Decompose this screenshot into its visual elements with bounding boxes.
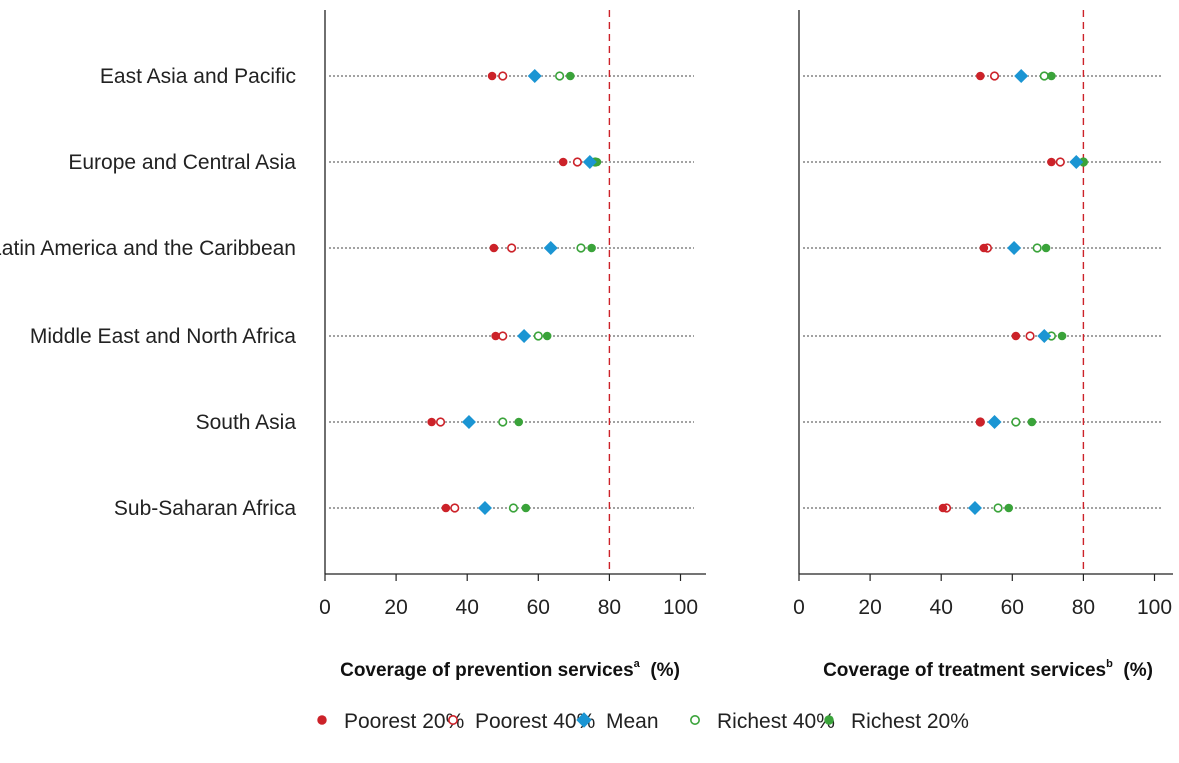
mean-point: [477, 501, 492, 515]
mean-legend-marker: [576, 712, 592, 728]
category-label: South Asia: [196, 411, 297, 434]
poorest20-point: [979, 243, 989, 253]
poorest20-legend-marker: [317, 715, 327, 725]
richest40-point: [1011, 417, 1021, 427]
legend-label: Poorest 40%: [475, 710, 595, 733]
x-tick-label: 80: [1072, 596, 1095, 619]
mean-point: [527, 69, 542, 83]
x-axis-title: Coverage of prevention servicesa (%): [340, 658, 680, 681]
richest20-point: [542, 331, 552, 341]
poorest20-point: [489, 243, 499, 253]
poorest40-point: [572, 157, 583, 167]
richest20-point: [1041, 243, 1051, 253]
richest20-point: [1004, 503, 1014, 513]
legend-label: Mean: [606, 710, 659, 733]
richest40-point: [508, 503, 519, 513]
richest40-point: [555, 71, 565, 81]
poorest40-point: [1055, 157, 1065, 167]
x-axis-title-unit: (%): [1113, 660, 1153, 681]
poorest20-point: [1011, 331, 1021, 341]
category-label: Sub-Saharan Africa: [114, 497, 296, 520]
poorest40-point: [507, 243, 517, 253]
x-axis-title-superscript: a: [634, 658, 641, 670]
richest40-point: [1039, 71, 1049, 81]
x-axis-title-superscript: b: [1106, 658, 1113, 670]
richest20-point: [1027, 417, 1037, 427]
x-tick-label: 60: [1001, 596, 1024, 619]
x-tick-label: 40: [930, 596, 953, 619]
richest40-legend-marker: [690, 715, 700, 725]
poorest20-point: [427, 417, 436, 427]
poorest20-point: [441, 503, 451, 513]
richest20-point: [1047, 71, 1056, 81]
mean-point: [543, 241, 558, 255]
legend-label: Richest 20%: [851, 710, 969, 733]
poorest20-point: [976, 417, 985, 427]
poorest40-point: [1025, 331, 1035, 341]
richest20-point: [592, 157, 602, 167]
mean-point: [967, 501, 982, 515]
poorest20-point: [558, 157, 568, 167]
mean-point: [1007, 241, 1022, 255]
x-axis-title-unit: (%): [640, 660, 680, 681]
prevention-panel: 0 20 40 60 80 100 Coverage of prevention servi…: [319, 10, 706, 681]
legend-label: Poorest 20%: [344, 710, 464, 733]
x-tick-label: 100: [663, 596, 698, 619]
x-axis-title: Coverage of treatment servicesb (%): [823, 658, 1153, 681]
x-axis-title-main: Coverage of prevention services: [340, 660, 634, 681]
mean-point: [1069, 155, 1084, 169]
x-tick-label: 0: [793, 596, 805, 619]
x-tick-label: 60: [527, 596, 550, 619]
legend: Poorest 20% Poorest 40% Mean Richest 40% Ric…: [317, 710, 969, 733]
richest40-point: [576, 243, 586, 253]
richest40-point: [533, 331, 543, 341]
x-tick-label: 80: [598, 596, 621, 619]
mean-point: [987, 415, 1002, 429]
poorest40-point: [435, 417, 446, 427]
poorest40-legend-marker: [448, 715, 458, 725]
mean-point: [1037, 329, 1052, 343]
mean-point: [1014, 69, 1029, 83]
x-axis-title-main: Coverage of treatment services: [823, 660, 1106, 681]
richest20-point: [514, 417, 524, 427]
richest20-point: [1079, 157, 1088, 167]
category-labels: East Asia and Pacific Europe and Central …: [0, 65, 296, 520]
poorest20-point: [487, 71, 497, 81]
x-tick-label: 20: [858, 596, 881, 619]
category-label: Latin America and the Caribbean: [0, 237, 296, 260]
category-label: East Asia and Pacific: [100, 65, 296, 88]
poorest40-point: [498, 71, 508, 81]
richest20-point: [565, 71, 575, 81]
poorest20-point: [976, 71, 985, 81]
richest40-point: [993, 503, 1003, 513]
x-tick-label: 0: [319, 596, 331, 619]
richest20-legend-marker: [824, 715, 834, 725]
richest20-point: [521, 503, 531, 513]
poorest20-point: [1047, 157, 1056, 167]
category-label: Europe and Central Asia: [68, 151, 296, 174]
poorest40-point: [498, 331, 508, 341]
x-tick-label: 40: [456, 596, 479, 619]
richest40-point: [1032, 243, 1042, 253]
mean-point: [517, 329, 532, 343]
x-tick-label: 20: [384, 596, 407, 619]
poorest20-point: [938, 503, 948, 513]
legend-label: Richest 40%: [717, 710, 835, 733]
poorest40-point: [450, 503, 460, 513]
poorest40-point: [989, 71, 1000, 81]
richest20-point: [1057, 331, 1067, 341]
x-tick-label: 100: [1137, 596, 1172, 619]
richest20-point: [587, 243, 596, 253]
treatment-panel: 0 20 40 60 80 100 Coverage of treatment servic…: [793, 10, 1173, 681]
category-label: Middle East and North Africa: [30, 325, 296, 348]
mean-point: [582, 155, 597, 169]
poorest20-point: [491, 331, 500, 341]
mean-point: [461, 415, 476, 429]
richest40-point: [498, 417, 508, 427]
